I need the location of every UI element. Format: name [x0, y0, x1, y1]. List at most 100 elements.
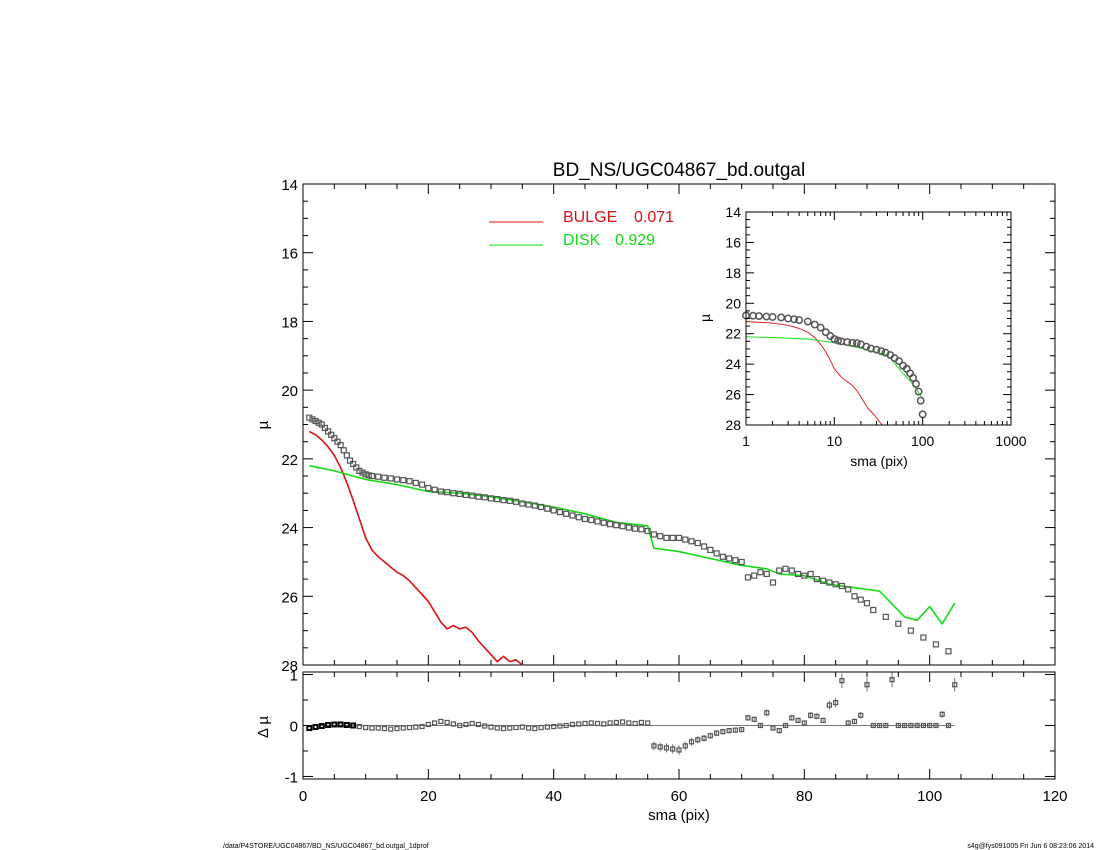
- inset-y-tick-label: 18: [725, 265, 741, 281]
- main-y-tick-label: 22: [281, 452, 298, 469]
- main-data-point: [309, 416, 316, 423]
- main-y-tick-labels: 14 16 18 20 22 24 26 28: [281, 177, 298, 675]
- residual-point: [601, 721, 607, 727]
- inset-data-point: [768, 313, 777, 321]
- residual-y-tick-labels: 1 0 -1: [285, 668, 298, 787]
- residual-point: [463, 721, 469, 728]
- inset-data-point: [912, 379, 920, 388]
- residual-point: [945, 722, 952, 729]
- chart-title: BD_NS/UGC04867_bd.outgal: [553, 160, 805, 181]
- residual-point: [576, 721, 582, 727]
- legend: BULGE 0.071 DISK 0.929: [489, 209, 674, 249]
- main-data-point: [538, 503, 545, 511]
- residual-point: [626, 720, 632, 726]
- residual-point: [782, 722, 789, 729]
- residual-point: [764, 710, 770, 716]
- inset-y-tick-label: 20: [725, 295, 741, 311]
- residual-point: [663, 745, 670, 751]
- main-data-point: [365, 472, 372, 479]
- residual-point: [551, 723, 557, 730]
- main-data-point: [343, 452, 350, 459]
- residual-point: [651, 743, 657, 749]
- residual-point: [720, 729, 726, 735]
- footer-path: /data/P4STORE/UGC04867/BD_NS/UGC04867_bd…: [223, 843, 429, 850]
- main-data-point: [801, 572, 808, 579]
- main-data-point: [675, 534, 683, 541]
- main-y-tick-label: 26: [281, 589, 298, 606]
- residual-point: [519, 724, 525, 730]
- main-data-point: [531, 502, 538, 509]
- residual-point: [851, 718, 858, 725]
- main-data-point: [475, 493, 482, 500]
- residual-point: [363, 724, 369, 731]
- residual-point: [413, 724, 419, 730]
- main-data-point: [306, 414, 313, 421]
- residual-point: [306, 725, 313, 732]
- main-data-point: [556, 509, 564, 516]
- residual-point: [745, 715, 751, 721]
- x-tick-label: 80: [796, 788, 813, 805]
- residual-point: [450, 721, 456, 727]
- residual-point: [544, 724, 551, 730]
- main-data-point: [650, 531, 658, 538]
- main-data-point: [412, 479, 419, 487]
- main-data-point: [337, 442, 344, 449]
- main-data-point: [788, 567, 795, 574]
- main-series-group: [306, 414, 956, 666]
- main-data-point: [456, 490, 463, 498]
- residual-point: [350, 722, 357, 729]
- residual-point: [525, 725, 532, 731]
- residual-series-group: [306, 672, 958, 755]
- residual-point: [488, 724, 494, 730]
- residual-point: [557, 723, 563, 729]
- main-data-point: [907, 627, 914, 634]
- x-tick-label: 0: [299, 788, 307, 805]
- inset-data-point: [803, 317, 812, 326]
- residual-point: [582, 720, 588, 727]
- inset-x-tick-label: 10: [827, 433, 843, 449]
- residual-point: [901, 722, 908, 729]
- main-data-point: [895, 620, 902, 627]
- residual-point: [444, 719, 450, 726]
- main-data-point: [469, 492, 476, 499]
- main-data-point: [713, 550, 720, 557]
- main-data-point: [321, 424, 329, 432]
- inset-series-group: [742, 311, 927, 426]
- main-data-point: [757, 569, 764, 576]
- residual-point: [469, 720, 475, 727]
- main-data-point: [312, 417, 319, 425]
- main-data-point: [920, 634, 927, 641]
- residual-point: [400, 725, 406, 731]
- inset-x-axis-label: sma (pix): [850, 453, 908, 469]
- inset-data-point: [909, 373, 918, 382]
- main-data-point: [346, 457, 354, 464]
- inset-y-tick-label: 26: [725, 387, 741, 403]
- main-data-point: [487, 495, 495, 502]
- inset-x-tick-label: 1000: [995, 433, 1026, 449]
- inset-data-point: [830, 335, 839, 343]
- main-data-point: [826, 579, 833, 586]
- main-data-point: [882, 613, 889, 621]
- main-data-point: [851, 593, 858, 600]
- main-data-point: [820, 577, 827, 584]
- main-data-point: [353, 464, 360, 471]
- residual-point: [638, 719, 645, 726]
- residual-point: [839, 678, 845, 684]
- main-data-point: [340, 447, 347, 454]
- main-data-point: [581, 515, 589, 523]
- residual-point: [507, 725, 513, 731]
- residual-point: [343, 721, 350, 728]
- residual-point: [375, 725, 381, 731]
- residual-point: [845, 720, 851, 726]
- inset-data-point: [843, 338, 852, 347]
- main-data-point: [863, 600, 871, 607]
- main-data-point: [575, 514, 582, 521]
- main-data-point: [594, 518, 601, 525]
- residual-point: [538, 724, 544, 731]
- residual-point: [870, 722, 876, 729]
- x-tick-label: 60: [671, 788, 688, 805]
- x-tick-label: 20: [420, 788, 437, 805]
- residual-point: [895, 722, 901, 729]
- residual-point: [494, 725, 500, 731]
- residual-point: [312, 724, 319, 731]
